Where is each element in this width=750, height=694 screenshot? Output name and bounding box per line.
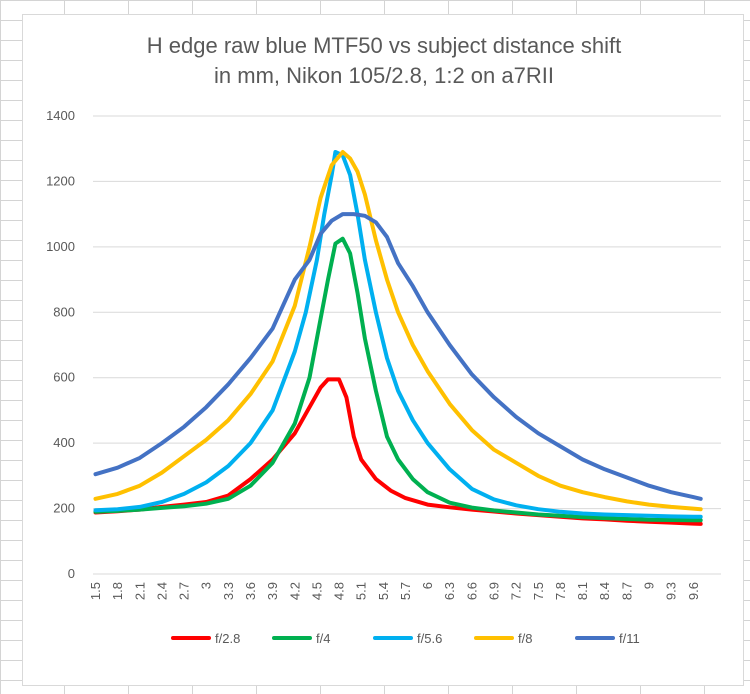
y-tick-label: 1400 — [46, 108, 75, 123]
x-tick-label: 8.7 — [619, 582, 634, 600]
x-tick-label: 3.9 — [265, 582, 280, 600]
legend: f/2.8 f/4 f/5.6 f/8 f/11 — [171, 631, 640, 646]
legend-label: f/11 — [619, 631, 640, 646]
series-line-f-5-6 — [93, 150, 703, 519]
x-tick-label: 1.8 — [110, 582, 125, 600]
legend-label: f/2.8 — [215, 631, 240, 646]
gridlines — [93, 115, 721, 575]
chart-title-line-2: in mm, Nikon 105/2.8, 1:2 on a7RII — [214, 63, 554, 88]
x-tick-label: 2.4 — [154, 582, 169, 600]
y-tick-label: 800 — [53, 304, 75, 319]
x-tick-label: 9.3 — [664, 582, 679, 600]
x-tick-label: 9 — [642, 582, 657, 589]
x-tick-label: 7.5 — [531, 582, 546, 600]
x-tick-label: 8.1 — [575, 582, 590, 600]
series-line-f-2-8 — [93, 377, 703, 526]
x-tick-label: 5.7 — [398, 582, 413, 600]
x-tick-label: 8.4 — [597, 582, 612, 600]
chart-title-line-1: H edge raw blue MTF50 vs subject distanc… — [147, 33, 621, 58]
y-tick-label: 1200 — [46, 173, 75, 188]
legend-item: f/2.8 — [171, 631, 240, 646]
x-tick-label: 4.2 — [287, 582, 302, 600]
legend-item: f/5.6 — [373, 631, 442, 646]
series-lines — [93, 150, 703, 526]
x-tick-label: 2.7 — [177, 582, 192, 600]
y-axis: 0 200 400 600 800 1000 1200 1400 — [46, 108, 75, 581]
x-tick-label: 4.5 — [309, 582, 324, 600]
y-tick-label: 400 — [53, 435, 75, 450]
legend-label: f/8 — [518, 631, 532, 646]
x-tick-label: 2.1 — [132, 582, 147, 600]
x-tick-label: 1.5 — [88, 582, 103, 600]
x-tick-label: 3.6 — [243, 582, 258, 600]
x-axis: 1.5 1.8 2.1 2.4 2.7 3 3.3 3.6 3.9 4.2 4.5 4.8 5.1 5.4… — [88, 582, 701, 600]
x-tick-label: 6.3 — [442, 582, 457, 600]
x-tick-label: 9.6 — [686, 582, 701, 600]
x-tick-label: 6.6 — [464, 582, 479, 600]
y-tick-label: 200 — [53, 501, 75, 516]
x-tick-label: 6 — [420, 582, 435, 589]
legend-label: f/4 — [316, 631, 330, 646]
legend-label: f/5.6 — [417, 631, 442, 646]
y-tick-label: 600 — [53, 370, 75, 385]
y-tick-label: 0 — [68, 566, 75, 581]
x-tick-label: 7.2 — [509, 582, 524, 600]
series-line-f-4 — [93, 236, 703, 523]
y-tick-label: 1000 — [46, 239, 75, 254]
x-tick-label: 3.3 — [221, 582, 236, 600]
chart-svg: H edge raw blue MTF50 vs subject distanc… — [46, 33, 721, 646]
series-line-f-11 — [93, 212, 703, 501]
legend-item: f/4 — [272, 631, 330, 646]
legend-item: f/8 — [474, 631, 532, 646]
x-tick-label: 7.8 — [553, 582, 568, 600]
chart-area: H edge raw blue MTF50 vs subject distanc… — [22, 14, 744, 686]
x-tick-label: 5.1 — [354, 582, 369, 600]
x-tick-label: 4.8 — [332, 582, 347, 600]
legend-item: f/11 — [575, 631, 640, 646]
series-line-f-8 — [93, 150, 703, 512]
chart-title: H edge raw blue MTF50 vs subject distanc… — [147, 33, 621, 88]
x-tick-label: 6.9 — [487, 582, 502, 600]
x-tick-label: 3 — [199, 582, 214, 589]
x-tick-label: 5.4 — [376, 582, 391, 600]
